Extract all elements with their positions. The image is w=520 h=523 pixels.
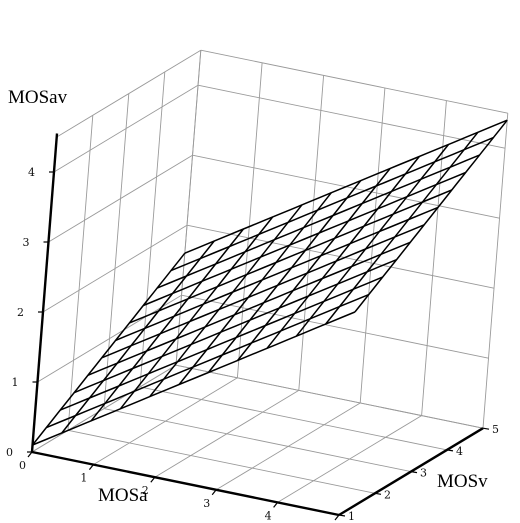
surface-mesh xyxy=(31,119,508,446)
z-axis-title: MOSav xyxy=(8,87,68,108)
back-wall-grid-line xyxy=(181,294,489,359)
y-tick-mark xyxy=(338,514,346,517)
y-tick-label: 3 xyxy=(420,467,427,480)
y-tick-label: 4 xyxy=(456,445,463,458)
x-tick-label: 1 xyxy=(80,472,87,485)
mesh-line xyxy=(184,119,508,254)
side-wall-grid-line xyxy=(37,294,182,383)
side-wall-grid-line xyxy=(48,154,193,243)
back-wall-grid-line xyxy=(298,75,325,391)
side-wall-grid-line xyxy=(103,93,130,409)
y-tick-mark xyxy=(410,471,418,474)
mesh-line xyxy=(170,136,494,272)
z-axis-line xyxy=(30,133,59,453)
mesh-line xyxy=(61,240,215,434)
back-wall-grid-line xyxy=(482,113,509,429)
mesh-line xyxy=(46,293,370,429)
x-tick-mark xyxy=(211,489,217,496)
floor-grid-line xyxy=(139,386,448,451)
z-tick-label: 0 xyxy=(6,446,13,459)
side-wall-grid-line xyxy=(175,50,202,366)
y-tick-label: 1 xyxy=(348,510,355,523)
y-tick-mark xyxy=(482,427,490,430)
back-wall-grid-line xyxy=(175,364,484,429)
mesh-line xyxy=(207,180,362,373)
x-axis-line xyxy=(31,450,340,517)
mesh-line xyxy=(143,171,466,307)
floor-grid-line xyxy=(67,429,376,494)
z-tick-label: 1 xyxy=(12,376,19,389)
floor-grid-line xyxy=(103,408,412,473)
z-tick-label: 2 xyxy=(17,306,24,319)
mesh-line xyxy=(156,154,480,289)
side-wall-grid-line xyxy=(31,364,177,453)
mesh-line xyxy=(149,204,303,398)
back-wall-grid-line xyxy=(421,100,447,416)
mesh-line xyxy=(73,259,397,394)
z-tick-label: 3 xyxy=(23,236,30,249)
grid-lines xyxy=(31,49,509,516)
mesh-line xyxy=(101,224,425,359)
mesh-line xyxy=(237,168,391,361)
mesh-line xyxy=(129,189,453,324)
mesh-line xyxy=(325,131,479,325)
x-tick-label: 2 xyxy=(142,484,149,497)
back-wall-grid-line xyxy=(200,49,508,114)
side-wall-grid-line xyxy=(53,84,199,173)
mesh-line xyxy=(59,276,383,411)
mesh-line xyxy=(119,216,274,410)
mesh-line xyxy=(31,252,186,446)
side-wall-grid-line xyxy=(67,115,94,431)
axes xyxy=(27,133,490,521)
x-tick-mark xyxy=(88,464,94,470)
x-axis-title: MOSa xyxy=(98,485,148,506)
x-tick-mark xyxy=(273,502,279,508)
back-wall-grid-line xyxy=(197,84,506,149)
side-wall-grid-line xyxy=(42,224,188,313)
x-tick-mark xyxy=(334,514,340,521)
y-tick-mark xyxy=(374,492,382,495)
x-tick-label: 4 xyxy=(265,509,272,522)
mesh-line xyxy=(90,228,244,422)
x-tick-label: 3 xyxy=(203,497,210,510)
x-tick-label: 0 xyxy=(19,459,26,472)
mesh-line xyxy=(115,206,439,342)
mesh-line xyxy=(354,119,508,313)
mesh-line xyxy=(32,311,356,446)
x-tick-mark xyxy=(27,451,33,458)
y-tick-label: 2 xyxy=(384,488,391,501)
y-axis-title: MOSv xyxy=(437,471,488,492)
side-wall-grid-line xyxy=(56,49,202,138)
back-wall-grid-line xyxy=(236,62,263,378)
z-tick-label: 4 xyxy=(28,166,35,179)
side-wall-grid-line xyxy=(139,71,166,387)
mesh-line xyxy=(178,192,332,385)
tick-labels: 0123401234512345 xyxy=(6,166,499,523)
mesh-line xyxy=(295,143,450,337)
y-tick-label: 5 xyxy=(492,423,499,436)
mesh-line xyxy=(266,156,420,349)
y-tick-mark xyxy=(446,449,454,452)
x-tick-mark xyxy=(150,476,156,483)
mesh-line xyxy=(87,241,411,376)
